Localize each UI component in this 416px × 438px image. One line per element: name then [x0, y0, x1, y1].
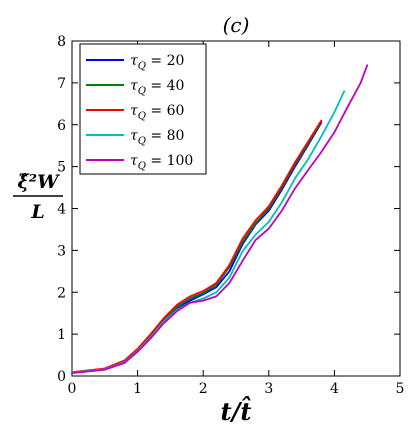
chart-title: (c) — [223, 13, 250, 37]
plot-area: 0 1 2 3 4 5 0 1 2 3 4 5 6 7 8 — [57, 34, 404, 397]
y-tick-label: 2 — [57, 285, 66, 301]
x-tick-label: 1 — [133, 381, 142, 397]
y-axis-label-denominator: L — [30, 201, 44, 223]
y-axis-label-numerator: ξ̂²W — [18, 171, 61, 193]
x-tick-label: 5 — [396, 381, 405, 397]
legend-label-1: τQ = 20 — [130, 53, 184, 72]
axis-ticks: 0 1 2 3 4 5 0 1 2 3 4 5 6 7 8 — [57, 34, 404, 397]
y-tick-label: 4 — [57, 202, 66, 218]
x-tick-label: 2 — [199, 381, 208, 397]
y-tick-label: 0 — [57, 369, 66, 385]
y-axis-label: ξ̂²W L — [13, 171, 63, 223]
y-tick-label: 8 — [57, 34, 66, 50]
legend-label-4: τQ = 80 — [130, 128, 184, 147]
x-axis-label: t/t̂ — [221, 396, 252, 426]
legend-label-5: τQ = 100 — [130, 153, 193, 172]
series-line-5 — [71, 64, 369, 375]
legend-label-3: τQ = 60 — [130, 103, 184, 122]
y-tick-label: 1 — [57, 327, 66, 343]
legend-label-2: τQ = 40 — [130, 78, 184, 97]
x-tick-label: 4 — [330, 381, 339, 397]
y-tick-label: 7 — [57, 76, 66, 92]
x-tick-label: 0 — [68, 381, 77, 397]
y-tick-label: 5 — [57, 160, 66, 176]
x-tick-label: 3 — [264, 381, 273, 397]
legend: τQ = 20 τQ = 40 τQ = 60 τQ = 80 τQ = 100 — [79, 43, 207, 175]
y-tick-label: 3 — [57, 243, 66, 259]
series-line-3 — [71, 119, 323, 374]
y-tick-label: 6 — [57, 118, 66, 134]
series-lines — [71, 64, 369, 375]
